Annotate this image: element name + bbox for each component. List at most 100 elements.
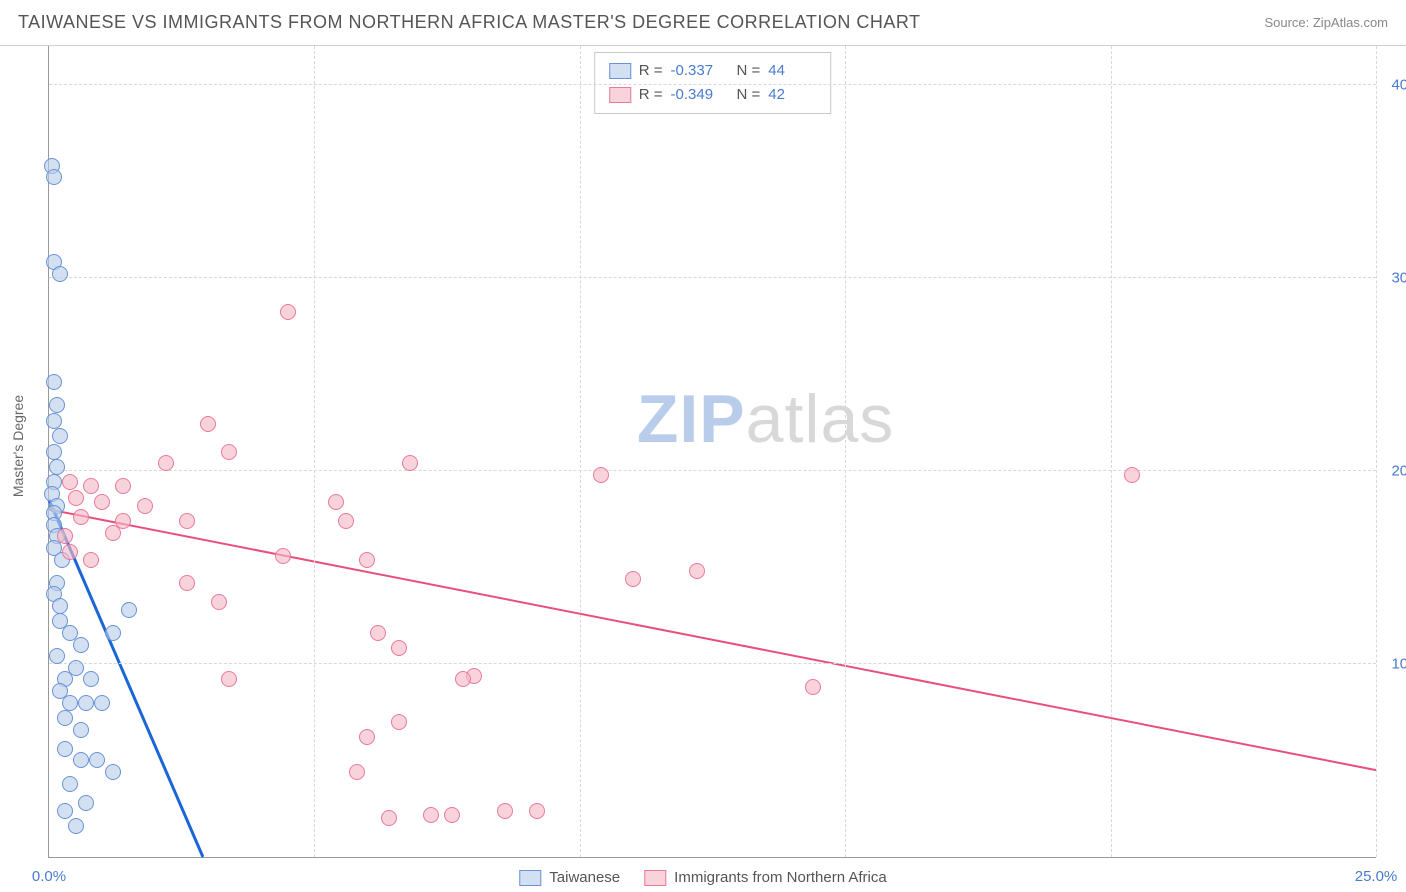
scatter-point [455, 671, 471, 687]
scatter-point [1124, 467, 1140, 483]
y-tick-label: 10.0% [1380, 655, 1406, 672]
legend-swatch [644, 870, 666, 886]
source-label: Source: ZipAtlas.com [1264, 15, 1388, 30]
gridline-h [49, 470, 1376, 471]
scatter-point [46, 444, 62, 460]
scatter-point [370, 625, 386, 641]
scatter-point [275, 548, 291, 564]
chart-header: TAIWANESE VS IMMIGRANTS FROM NORTHERN AF… [0, 0, 1406, 46]
scatter-point [359, 729, 375, 745]
scatter-point [62, 695, 78, 711]
watermark-part1: ZIP [637, 381, 746, 457]
gridline-v [580, 46, 581, 857]
scatter-point [391, 640, 407, 656]
scatter-point [73, 637, 89, 653]
chart-title: TAIWANESE VS IMMIGRANTS FROM NORTHERN AF… [18, 12, 921, 33]
stat-r-value: -0.337 [671, 59, 719, 83]
scatter-point [359, 552, 375, 568]
scatter-point [78, 795, 94, 811]
scatter-point [62, 474, 78, 490]
scatter-point [52, 266, 68, 282]
scatter-point [94, 494, 110, 510]
legend-item: Taiwanese [519, 869, 620, 886]
scatter-point [57, 803, 73, 819]
scatter-point [105, 525, 121, 541]
stat-n-label: N = [737, 59, 761, 83]
stats-row: R =-0.349N =42 [609, 83, 817, 107]
scatter-point [52, 598, 68, 614]
x-tick-label: 0.0% [32, 868, 66, 885]
scatter-point [221, 671, 237, 687]
scatter-point [280, 304, 296, 320]
scatter-point [381, 810, 397, 826]
stat-r-value: -0.349 [671, 83, 719, 107]
scatter-point [62, 776, 78, 792]
scatter-point [105, 625, 121, 641]
x-tick-label: 25.0% [1355, 868, 1398, 885]
scatter-point [46, 169, 62, 185]
gridline-h [49, 84, 1376, 85]
scatter-point [179, 513, 195, 529]
scatter-point [625, 571, 641, 587]
scatter-point [68, 490, 84, 506]
scatter-point [349, 764, 365, 780]
scatter-point [57, 528, 73, 544]
legend-label: Immigrants from Northern Africa [674, 869, 887, 886]
y-tick-label: 30.0% [1380, 269, 1406, 286]
scatter-point [73, 722, 89, 738]
scatter-point [73, 752, 89, 768]
y-axis-title: Master's Degree [10, 395, 26, 497]
scatter-point [805, 679, 821, 695]
scatter-point [200, 416, 216, 432]
y-tick-label: 40.0% [1380, 76, 1406, 93]
scatter-point [211, 594, 227, 610]
scatter-point [49, 648, 65, 664]
legend-swatch [519, 870, 541, 886]
scatter-point [62, 544, 78, 560]
trend-lines-svg [49, 46, 1376, 857]
scatter-point [83, 478, 99, 494]
scatter-point [49, 459, 65, 475]
scatter-point [529, 803, 545, 819]
plot-area: ZIPatlas R =-0.337N =44R =-0.349N =42 10… [48, 46, 1376, 858]
series-swatch [609, 63, 631, 79]
scatter-point [497, 803, 513, 819]
scatter-point [221, 444, 237, 460]
gridline-v [1111, 46, 1112, 857]
scatter-point [593, 467, 609, 483]
y-tick-label: 20.0% [1380, 462, 1406, 479]
scatter-point [689, 563, 705, 579]
legend-item: Immigrants from Northern Africa [644, 869, 887, 886]
scatter-point [328, 494, 344, 510]
scatter-point [83, 671, 99, 687]
scatter-point [83, 552, 99, 568]
watermark-part2: atlas [746, 381, 895, 457]
scatter-point [52, 428, 68, 444]
scatter-point [105, 764, 121, 780]
gridline-v [1376, 46, 1377, 857]
scatter-point [89, 752, 105, 768]
scatter-point [158, 455, 174, 471]
series-swatch [609, 87, 631, 103]
scatter-point [402, 455, 418, 471]
stat-r-label: R = [639, 59, 663, 83]
gridline-h [49, 663, 1376, 664]
scatter-point [73, 509, 89, 525]
scatter-point [115, 478, 131, 494]
scatter-point [338, 513, 354, 529]
watermark: ZIPatlas [637, 380, 894, 458]
stat-n-label: N = [737, 83, 761, 107]
scatter-point [94, 695, 110, 711]
scatter-point [57, 710, 73, 726]
gridline-h [49, 277, 1376, 278]
scatter-point [49, 397, 65, 413]
trend-line [49, 509, 1376, 770]
legend-label: Taiwanese [549, 869, 620, 886]
stat-n-value: 42 [768, 83, 816, 107]
scatter-point [444, 807, 460, 823]
scatter-point [46, 374, 62, 390]
gridline-v [845, 46, 846, 857]
scatter-point [78, 695, 94, 711]
scatter-point [423, 807, 439, 823]
scatter-point [68, 818, 84, 834]
